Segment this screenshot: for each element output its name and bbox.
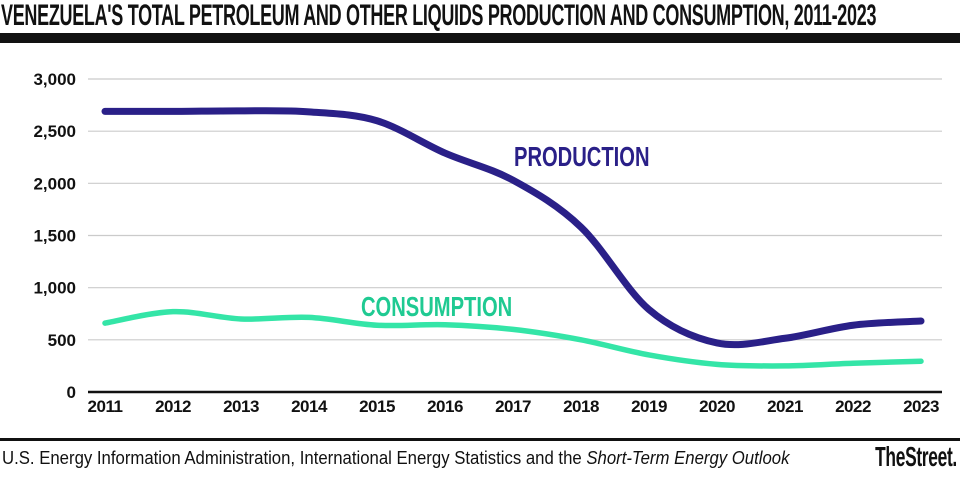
source-publication-italic: Short-Term Energy Outlook — [586, 448, 790, 468]
y-axis-labels: 0 500 1,000 1,500 2,000 2,500 3,000 — [33, 70, 76, 402]
y-tick-label: 2,500 — [33, 122, 76, 141]
x-tick-label: 2012 — [155, 397, 191, 416]
y-tick-label: 3,000 — [33, 70, 76, 89]
title-divider-bar — [0, 33, 960, 43]
x-axis-labels: 2011 2012 2013 2014 2015 2016 2017 2018 2019 2020… — [88, 397, 940, 416]
x-tick-label: 2021 — [767, 397, 803, 416]
x-tick-label: 2015 — [359, 397, 395, 416]
y-tick-label: 2,000 — [33, 174, 76, 193]
x-tick-label: 2020 — [699, 397, 735, 416]
source-text: U.S. Energy Information Administration, … — [2, 448, 587, 468]
source-attribution: U.S. Energy Information Administration, … — [2, 448, 789, 469]
x-tick-label: 2016 — [427, 397, 463, 416]
x-tick-label: 2023 — [903, 397, 939, 416]
consumption-line — [102, 308, 924, 369]
production-line — [101, 107, 925, 349]
chart-title: VENEZUELA'S TOTAL PETROLEUM AND OTHER LI… — [1, 0, 877, 32]
x-tick-label: 2017 — [495, 397, 531, 416]
x-tick-label: 2013 — [223, 397, 259, 416]
x-tick-label: 2019 — [631, 397, 667, 416]
x-tick-label: 2011 — [88, 397, 123, 416]
x-tick-label: 2022 — [835, 397, 871, 416]
y-tick-label: 1,500 — [33, 227, 76, 246]
footer-divider-rule — [0, 438, 960, 441]
y-tick-label: 0 — [67, 383, 76, 402]
thestreet-logo: TheStreet. — [875, 441, 957, 472]
consumption-series-label: CONSUMPTION — [361, 291, 513, 322]
x-tick-label: 2014 — [291, 397, 328, 416]
y-tick-label: 500 — [48, 331, 76, 350]
production-series-label: PRODUCTION — [514, 141, 650, 172]
y-tick-label: 1,000 — [33, 279, 76, 298]
gridlines — [88, 78, 942, 394]
x-tick-label: 2018 — [563, 397, 599, 416]
